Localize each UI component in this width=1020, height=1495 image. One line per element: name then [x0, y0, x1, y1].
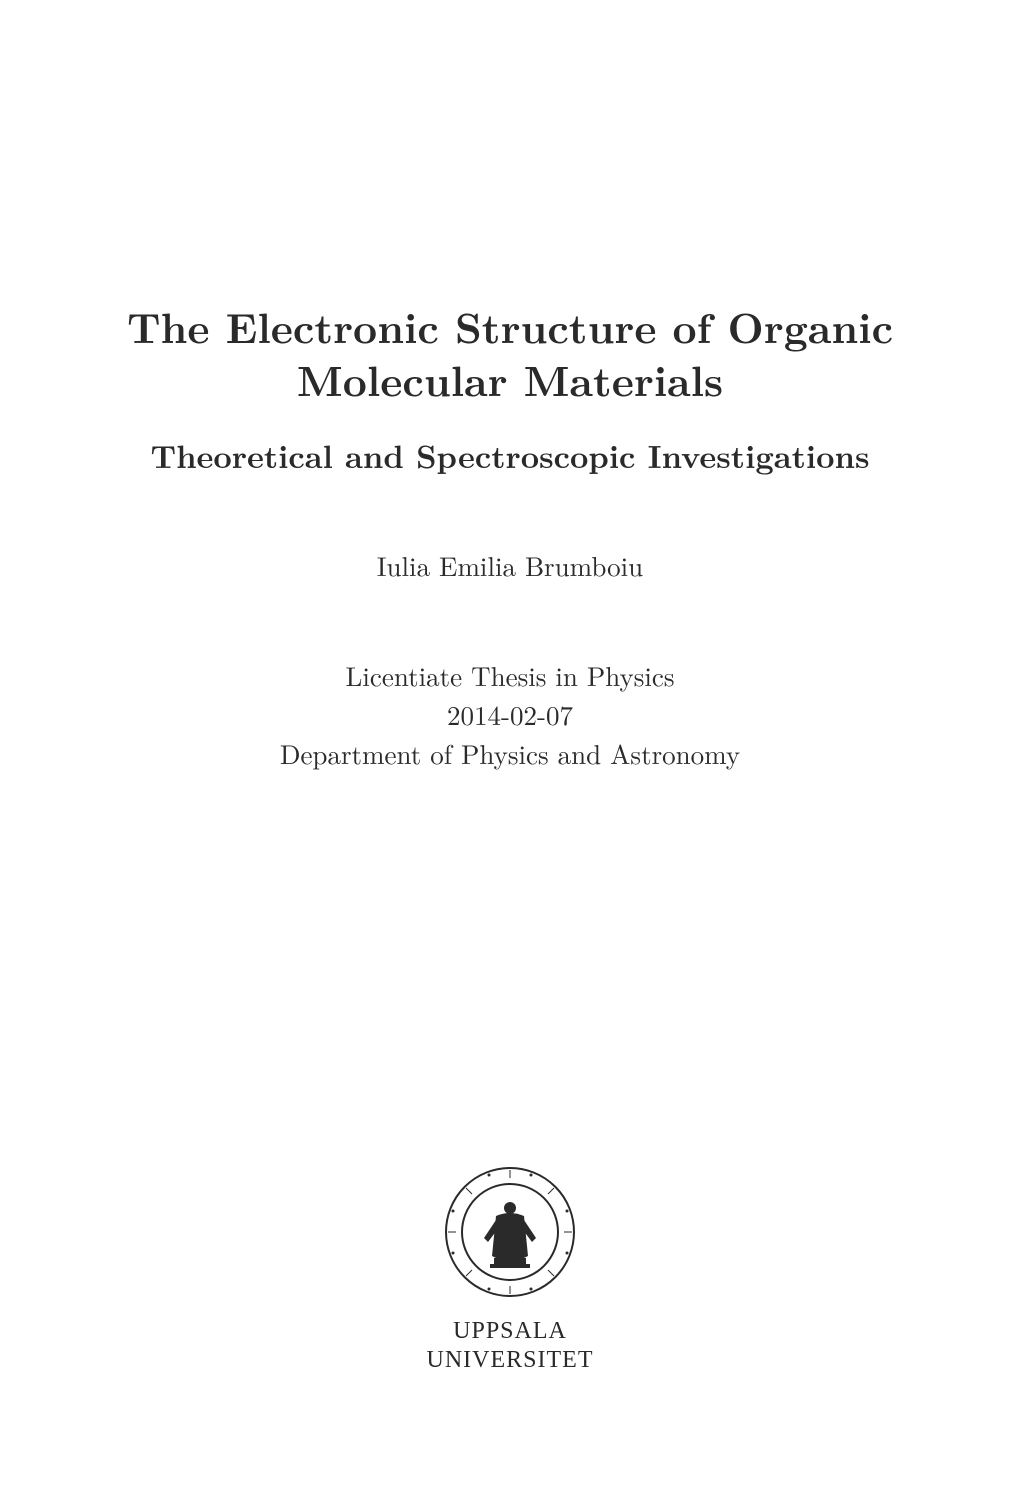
university-name-line-1: UPPSALA: [0, 1317, 1020, 1346]
university-name: UPPSALA UNIVERSITET: [0, 1317, 1020, 1375]
thesis-date: 2014-02-07: [95, 695, 925, 734]
thesis-type: Licentiate Thesis in Physics: [95, 656, 925, 695]
author-name: Iulia Emilia Brumboiu: [95, 546, 925, 584]
title-line-1: The Electronic Structure of Organic: [95, 300, 925, 353]
department: Department of Physics and Astronomy: [95, 734, 925, 773]
university-name-line-2: UNIVERSITET: [0, 1346, 1020, 1375]
title-block: The Electronic Structure of Organic Mole…: [95, 300, 925, 405]
university-seal-icon: [444, 1166, 576, 1303]
title-line-2: Molecular Materials: [95, 353, 925, 406]
university-logo-block: UPPSALA UNIVERSITET: [0, 1166, 1020, 1375]
subtitle: Theoretical and Spectroscopic Investigat…: [95, 433, 925, 478]
meta-block: Licentiate Thesis in Physics 2014-02-07 …: [95, 656, 925, 773]
title-page: The Electronic Structure of Organic Mole…: [0, 0, 1020, 1495]
